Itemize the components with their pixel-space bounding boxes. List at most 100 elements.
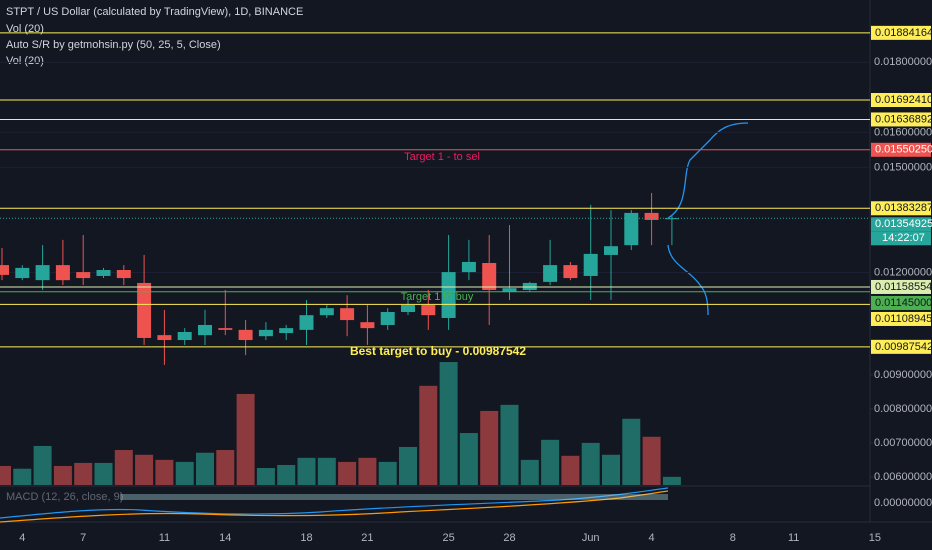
y-tick-label: 0.01600000 [874, 126, 932, 138]
macd-line [0, 487, 669, 519]
volume-bar [53, 465, 72, 485]
price-tag-label: 0.01354925 [875, 218, 932, 230]
y-tick-label: 0.00800000 [874, 403, 932, 415]
x-tick-label: 4 [19, 532, 25, 544]
candle-body [319, 308, 334, 316]
volume-bar [196, 452, 214, 485]
volume-bar [399, 446, 417, 485]
candle-body [15, 267, 30, 279]
chart-title: STPT / US Dollar (calculated by TradingV… [6, 6, 303, 18]
candle-body [116, 270, 131, 279]
volume-bar [378, 461, 397, 485]
signal-line [0, 490, 669, 523]
macd-tick-label: 0.00000000 [874, 497, 932, 509]
volume-bar [277, 464, 296, 485]
x-tick-label: 11 [788, 532, 799, 544]
volume-bar [114, 450, 133, 485]
candle-body [664, 218, 679, 220]
y-tick-label: 0.00900000 [874, 369, 932, 381]
volume-bar [13, 468, 32, 485]
candle-body [522, 282, 537, 290]
x-tick-label: 28 [503, 532, 515, 544]
candle-body [238, 329, 253, 341]
volume-bar [256, 468, 275, 485]
y-tick-label: 0.01800000 [874, 56, 932, 68]
countdown-tag [871, 231, 931, 246]
candle-body [340, 308, 355, 321]
volume-bar [33, 445, 52, 485]
x-tick-label: Jun [582, 532, 600, 544]
volume-bar [662, 476, 681, 485]
price-tag [871, 25, 931, 40]
volume-bar [175, 461, 194, 485]
x-tick-label: 4 [649, 532, 655, 544]
x-tick-label: 18 [300, 532, 312, 544]
price-tag [871, 311, 931, 326]
annotation: Best target to buy - 0.00987542 [350, 344, 526, 358]
candle-body [461, 261, 476, 273]
indicator-label: Vol (20) [6, 23, 44, 35]
volume-bar [581, 442, 600, 485]
x-tick-label: 7 [80, 532, 86, 544]
macd-histogram [120, 494, 668, 500]
price-tag [871, 217, 931, 232]
volume-bar [317, 457, 336, 485]
candle-body [258, 329, 273, 337]
x-tick-label: 8 [730, 532, 736, 544]
price-tag-label: 0.01108945 [875, 313, 932, 325]
y-tick-label: 0.01200000 [874, 266, 932, 278]
candle-body [441, 272, 456, 318]
volume-profile [667, 244, 709, 316]
price-tag-label: 0.01158554 [875, 281, 932, 293]
candle-body [502, 288, 517, 293]
candle-body [55, 265, 70, 281]
x-tick-label: 25 [442, 532, 454, 544]
volume-bar [358, 457, 377, 485]
candle-body [644, 212, 659, 220]
x-tick-label: 21 [361, 532, 373, 544]
annotation: Target 1 - to sel [404, 151, 480, 163]
volume-bar [74, 462, 93, 485]
candle-body [583, 253, 598, 276]
volume-bar [419, 385, 438, 485]
price-tag [871, 112, 931, 127]
volume-bar [236, 393, 255, 485]
volume-bar [541, 439, 560, 485]
price-tag [871, 279, 931, 294]
price-tag-label: 0.00987542 [875, 341, 932, 353]
candle-body [421, 305, 436, 316]
price-tag-label: 0.01383287 [875, 202, 932, 214]
price-tag [871, 201, 931, 216]
candle-body [177, 331, 192, 341]
volume-bar [480, 410, 499, 485]
candle-body [624, 212, 639, 246]
indicator-label: Auto S/R by getmohsin.py (50, 25, 5, Clo… [6, 39, 221, 51]
price-tag [871, 93, 931, 108]
price-tag [871, 339, 931, 354]
annotation: Target 1 to buy [401, 291, 474, 303]
volume-bar [297, 457, 316, 485]
indicator-label: Vol (20) [6, 55, 44, 67]
candle-body [35, 265, 50, 281]
candle-body [401, 305, 415, 313]
volume-bar [622, 418, 641, 485]
price-tag-label: 0.01636892 [875, 113, 932, 125]
candle-body [0, 265, 9, 275]
price-tag [871, 295, 931, 310]
y-tick-label: 0.01500000 [874, 161, 932, 173]
x-tick-label: 15 [869, 532, 881, 544]
y-tick-label: 0.00600000 [874, 471, 932, 483]
candle-body [218, 328, 233, 330]
volume-bar [155, 459, 174, 485]
candle-body [543, 265, 558, 282]
volume-bar [0, 465, 11, 485]
volume-bar [602, 454, 620, 485]
candle-body [157, 335, 172, 341]
candle-body [76, 272, 91, 279]
candle-body [380, 312, 395, 325]
x-tick-label: 14 [219, 532, 231, 544]
volume-bar [642, 436, 661, 485]
candle-body [137, 282, 152, 338]
volume-bar [94, 462, 113, 485]
